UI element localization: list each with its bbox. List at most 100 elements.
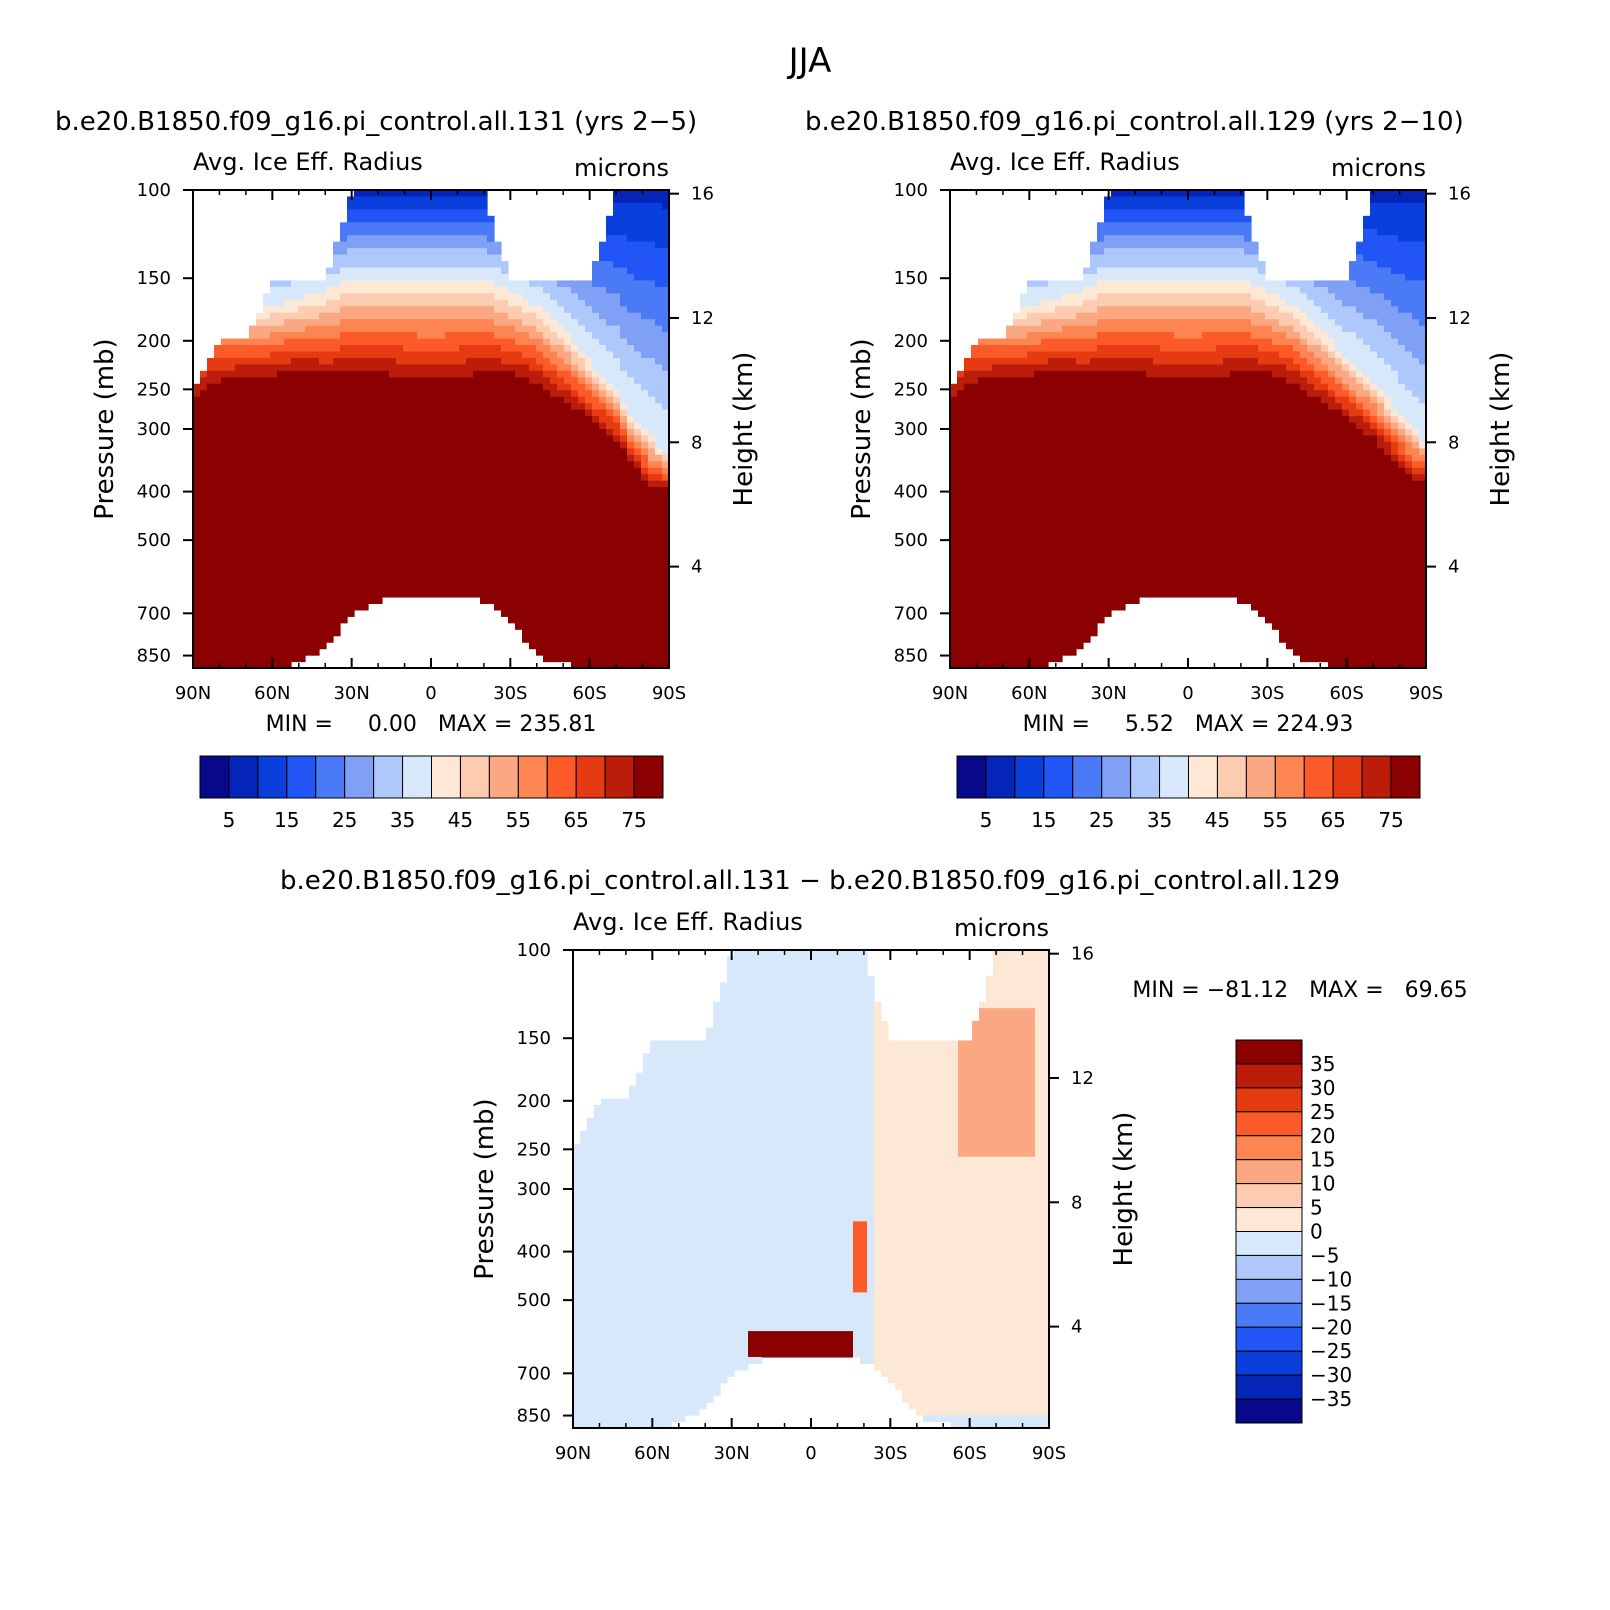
contour-cell bbox=[487, 454, 495, 462]
contour-cell bbox=[662, 209, 669, 217]
contour-cell bbox=[641, 571, 649, 579]
contour-cell bbox=[957, 577, 965, 585]
contour-cell bbox=[480, 254, 488, 262]
contour-cell bbox=[340, 571, 348, 579]
contour-cell bbox=[459, 564, 467, 572]
contour-cell bbox=[543, 416, 551, 424]
contour-cell bbox=[557, 319, 565, 327]
contour-cell bbox=[571, 584, 579, 592]
contour-cell bbox=[550, 584, 558, 592]
contour-cell bbox=[396, 422, 404, 430]
contour-cell bbox=[1006, 603, 1014, 611]
contour-cell bbox=[564, 286, 572, 294]
contour-cell bbox=[480, 345, 488, 353]
contour-cell bbox=[242, 551, 250, 559]
contour-cell bbox=[543, 480, 551, 488]
contour-cell bbox=[410, 351, 418, 359]
contour-cell bbox=[578, 280, 586, 288]
contour-cell bbox=[662, 461, 669, 469]
contour-cell bbox=[396, 273, 404, 282]
contour-cell bbox=[606, 525, 614, 533]
contour-cell bbox=[620, 448, 628, 456]
contour-cell bbox=[950, 661, 958, 668]
contour-cell bbox=[655, 558, 663, 566]
contour-cell bbox=[536, 325, 544, 333]
contour-cell bbox=[473, 571, 481, 579]
contour-cell bbox=[361, 416, 369, 424]
contour-cell bbox=[361, 525, 369, 533]
contour-cell bbox=[620, 319, 628, 327]
contour-cell bbox=[999, 525, 1007, 533]
contour-cell bbox=[1041, 286, 1049, 294]
contour-cell bbox=[361, 435, 369, 443]
contour-cell bbox=[228, 603, 236, 611]
contour-cell bbox=[985, 558, 993, 566]
contour-cell bbox=[662, 441, 669, 449]
contour-cell bbox=[466, 345, 474, 353]
contour-cell bbox=[228, 538, 236, 546]
contour-cell bbox=[326, 461, 334, 469]
contour-cell bbox=[214, 493, 222, 501]
contour-cell bbox=[221, 403, 229, 411]
contour-cell bbox=[480, 545, 488, 553]
contour-cell bbox=[971, 655, 979, 663]
contour-cell bbox=[228, 370, 236, 378]
contour-cell bbox=[333, 493, 341, 501]
y-axis-right-label: Height (km) bbox=[729, 352, 759, 507]
contour-cell bbox=[662, 222, 669, 230]
contour-cell bbox=[634, 461, 642, 469]
contour-cell bbox=[634, 190, 642, 198]
contour-cell bbox=[964, 590, 972, 598]
contour-cell bbox=[438, 474, 446, 482]
contour-cell bbox=[964, 390, 972, 398]
contour-cell bbox=[333, 248, 341, 256]
contour-cell bbox=[1041, 525, 1049, 533]
contour-cell bbox=[487, 564, 495, 572]
contour-cell bbox=[389, 564, 397, 572]
contour-cell bbox=[543, 435, 551, 443]
contour-cell bbox=[277, 577, 285, 585]
contour-cell bbox=[375, 370, 383, 378]
contour-cell bbox=[599, 474, 607, 482]
contour-cell bbox=[284, 551, 292, 559]
contour-cell bbox=[354, 190, 362, 198]
contour-cell bbox=[1034, 500, 1042, 508]
contour-cell bbox=[1006, 506, 1014, 514]
contour-cell bbox=[214, 519, 222, 527]
contour-cell bbox=[992, 590, 1000, 598]
contour-cell bbox=[662, 577, 669, 585]
contour-cell bbox=[417, 338, 425, 346]
contour-cell bbox=[1020, 642, 1028, 650]
contour-cell bbox=[627, 345, 635, 353]
contour-cell bbox=[1006, 584, 1014, 592]
contour-cell bbox=[620, 519, 628, 527]
contour-cell bbox=[326, 370, 334, 378]
contour-cell bbox=[978, 435, 986, 443]
contour-cell bbox=[263, 370, 271, 378]
contour-cell bbox=[249, 332, 257, 340]
contour-cell bbox=[375, 319, 383, 327]
contour-cell bbox=[228, 441, 236, 449]
contour-cell bbox=[417, 332, 425, 340]
contour-cell bbox=[641, 280, 649, 288]
contour-cell bbox=[263, 635, 271, 643]
contour-cell bbox=[403, 448, 411, 456]
contour-cell bbox=[207, 609, 215, 617]
contour-cell bbox=[599, 435, 607, 443]
contour-cell bbox=[494, 312, 502, 320]
contour-cell bbox=[424, 261, 432, 269]
contour-cell bbox=[627, 577, 635, 585]
contour-cell bbox=[263, 448, 271, 456]
contour-cell bbox=[424, 396, 432, 404]
contour-cell bbox=[256, 383, 264, 391]
contour-cell bbox=[1041, 564, 1049, 572]
contour-cell bbox=[214, 584, 222, 592]
contour-cell bbox=[235, 655, 243, 663]
contour-cell bbox=[270, 383, 278, 391]
contour-cell bbox=[550, 545, 558, 553]
contour-cell bbox=[585, 564, 593, 572]
contour-cell bbox=[1034, 480, 1042, 488]
contour-cell bbox=[585, 429, 593, 437]
contour-cell bbox=[263, 525, 271, 533]
contour-cell bbox=[950, 500, 958, 508]
